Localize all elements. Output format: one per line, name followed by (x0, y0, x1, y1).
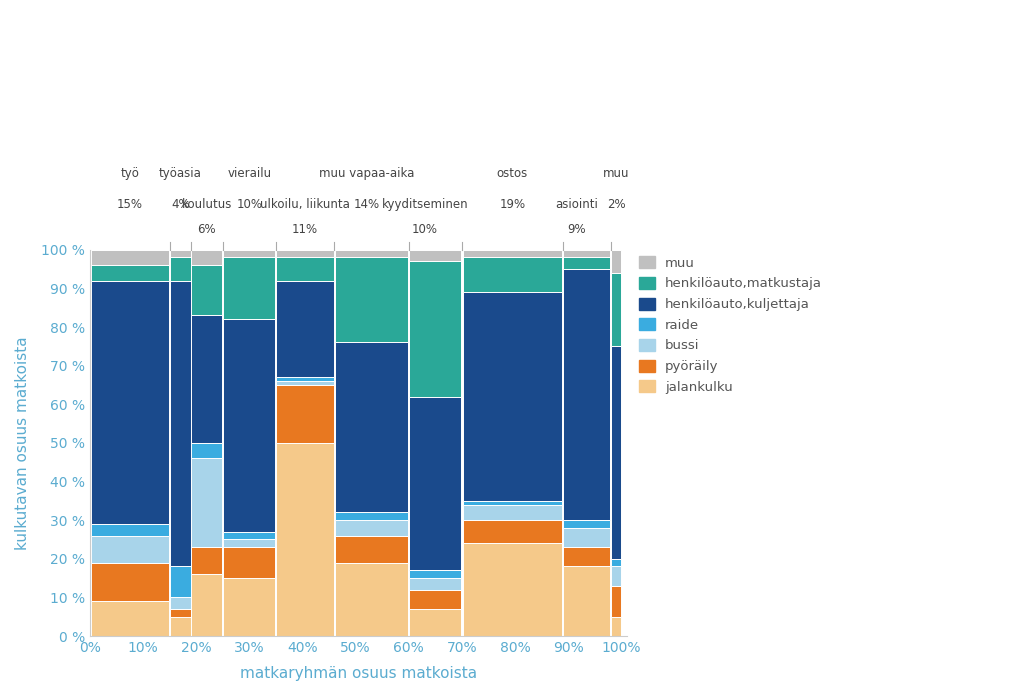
Bar (276, 377, 334, 381)
Bar (170, 609, 190, 617)
Text: koulutus: koulutus (181, 198, 232, 211)
Bar (410, 590, 462, 609)
Bar (563, 269, 610, 520)
Y-axis label: kulkutavan osuus matkoista: kulkutavan osuus matkoista (15, 336, 30, 550)
Text: ulkoilu, liikunta: ulkoilu, liikunta (260, 198, 350, 211)
Bar (563, 520, 610, 528)
Bar (91, 536, 169, 562)
Bar (463, 505, 562, 520)
Text: 2%: 2% (607, 198, 626, 211)
Bar (223, 547, 275, 578)
Bar (335, 258, 408, 342)
Bar (410, 261, 462, 397)
Bar (170, 617, 190, 636)
Text: 11%: 11% (292, 223, 318, 236)
Bar (611, 250, 622, 273)
Bar (563, 258, 610, 269)
Text: 15%: 15% (117, 198, 142, 211)
Bar (223, 258, 275, 319)
Bar (276, 385, 334, 443)
Bar (410, 397, 462, 570)
Legend: muu, henkilöauto,matkustaja, henkilöauto,kuljettaja, raide, bussi, pyöräily, jal: muu, henkilöauto,matkustaja, henkilöauto… (639, 256, 822, 394)
Bar (223, 250, 275, 258)
Bar (170, 258, 190, 280)
Bar (410, 609, 462, 636)
Bar (335, 536, 408, 562)
Bar (563, 528, 610, 547)
Bar (611, 617, 622, 636)
Bar (563, 547, 610, 567)
Bar (410, 250, 462, 261)
Bar (191, 547, 222, 574)
Bar (191, 443, 222, 459)
Bar (223, 319, 275, 532)
Bar (276, 280, 334, 377)
Bar (170, 250, 190, 258)
Bar (335, 250, 408, 258)
Text: kyyditseminen: kyyditseminen (381, 198, 468, 211)
Bar (410, 570, 462, 578)
Bar (276, 381, 334, 385)
Bar (170, 597, 190, 609)
Text: muu vapaa-aika: muu vapaa-aika (318, 167, 414, 180)
Bar (191, 265, 222, 315)
Bar (463, 520, 562, 544)
Text: muu: muu (603, 167, 630, 180)
Bar (91, 562, 169, 601)
Bar (191, 459, 222, 547)
Bar (191, 250, 222, 265)
Bar (276, 258, 334, 280)
Text: 10%: 10% (237, 198, 262, 211)
Bar (335, 342, 408, 512)
Bar (335, 512, 408, 520)
Text: työasia: työasia (159, 167, 202, 180)
Bar (611, 586, 622, 617)
Bar (463, 501, 562, 505)
Bar (223, 578, 275, 636)
Bar (563, 250, 610, 258)
Bar (611, 567, 622, 586)
Bar (223, 539, 275, 547)
Bar (335, 520, 408, 536)
Bar (410, 578, 462, 590)
X-axis label: matkaryhmän osuus matkoista: matkaryhmän osuus matkoista (240, 666, 477, 681)
Bar (611, 559, 622, 567)
Bar (91, 524, 169, 536)
Bar (611, 273, 622, 347)
Bar (191, 574, 222, 636)
Text: 4%: 4% (171, 198, 189, 211)
Bar (91, 250, 169, 265)
Bar (276, 443, 334, 636)
Bar (170, 567, 190, 597)
Text: 14%: 14% (353, 198, 379, 211)
Bar (463, 258, 562, 292)
Text: työ: työ (120, 167, 139, 180)
Bar (170, 280, 190, 567)
Bar (563, 567, 610, 636)
Text: 9%: 9% (567, 223, 586, 236)
Bar (335, 562, 408, 636)
Bar (91, 280, 169, 524)
Text: 19%: 19% (500, 198, 525, 211)
Bar (463, 250, 562, 258)
Text: 10%: 10% (412, 223, 437, 236)
Bar (463, 544, 562, 636)
Text: vierailu: vierailu (227, 167, 271, 180)
Bar (91, 601, 169, 636)
Bar (463, 292, 562, 501)
Bar (276, 250, 334, 258)
Text: asiointi: asiointi (555, 198, 598, 211)
Text: 6%: 6% (198, 223, 216, 236)
Bar (611, 347, 622, 559)
Text: ostos: ostos (497, 167, 528, 180)
Bar (191, 315, 222, 443)
Bar (91, 265, 169, 280)
Bar (223, 532, 275, 539)
